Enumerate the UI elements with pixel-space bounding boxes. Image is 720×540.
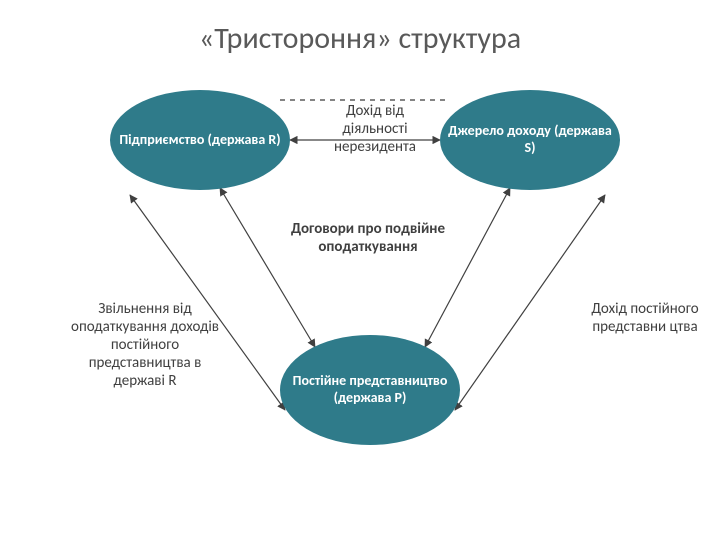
- node-pe-p: Постійне представництво (держава P): [280, 335, 460, 445]
- node-label: Підприємство (держава R): [119, 132, 280, 149]
- node-source-s: Джерело доходу (держава S): [440, 90, 620, 190]
- node-enterprise-r: Підприємство (держава R): [110, 90, 290, 190]
- label-center: Договори про подвійне оподаткування: [278, 220, 458, 256]
- edge-p-right: [455, 195, 605, 410]
- edge-s-p: [425, 188, 510, 347]
- label-right: Дохід постійного представни цтва: [590, 300, 700, 336]
- label-top-middle: Дохід від діяльності нерезидента: [320, 102, 430, 156]
- node-label: Джерело доходу (держава S): [448, 123, 612, 157]
- node-label: Постійне представництво (держава P): [288, 373, 452, 407]
- diagram-stage: «Тристороння» структура Підприємство (де…: [0, 0, 720, 540]
- label-left: Звільнення від оподаткування доходів пос…: [70, 300, 220, 390]
- connector-layer: [0, 0, 720, 540]
- page-title: «Тристороння» структура: [0, 20, 720, 57]
- edge-r-p: [220, 188, 315, 347]
